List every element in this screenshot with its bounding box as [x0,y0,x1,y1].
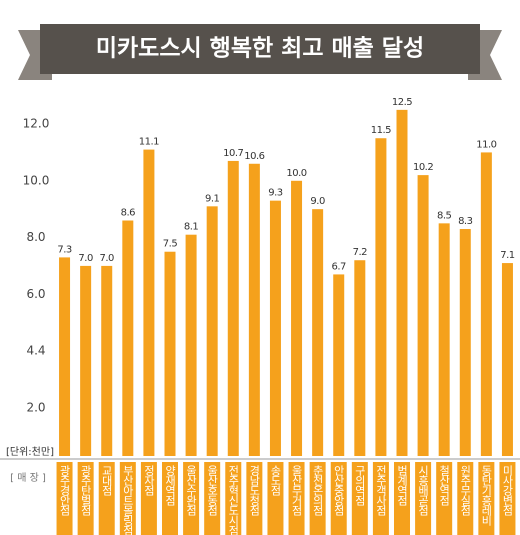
bar [101,265,113,456]
bar [312,209,324,456]
value-label: 10.2 [413,162,433,173]
x-tick-label: 경남도청점 [248,465,261,516]
value-label: 7.0 [78,253,93,264]
value-label: 8.5 [437,210,452,221]
title-banner [40,24,480,74]
category-label-bg [225,462,242,535]
bar [396,109,408,456]
bar [480,152,492,456]
x-tick-label: 원주무실점 [459,465,472,516]
value-label: 10.7 [223,148,243,159]
x-tick-label: 울산무거점 [290,465,303,516]
category-label-bg [309,462,326,535]
category-label-bg [183,462,200,535]
bar [143,149,155,456]
value-label: 6.7 [332,261,347,272]
category-label-bg [457,462,474,535]
bar [269,200,281,456]
category-label-bg [162,462,178,535]
value-label: 12.5 [392,97,412,108]
y-tick-label: 2.0 [26,400,45,414]
bar [185,234,197,456]
category-label-bg [98,462,115,535]
x-tick-label: 범계역점 [396,465,409,506]
x-tick-label: 울산수완점 [185,465,198,516]
category-label-bg [372,462,389,535]
category-label-bg [330,462,347,535]
x-tick-label: 구의역점 [353,465,366,506]
value-label: 11.1 [139,137,159,148]
value-label: 7.1 [500,250,515,261]
bar [459,229,471,456]
bar [227,160,239,456]
x-tick-label: 양재역점 [164,465,177,506]
x-tick-label: 미사강변점 [501,465,514,516]
bar [354,260,366,456]
bar [164,251,176,456]
x-tick-label: 춘천온의점 [311,465,324,516]
category-label-bg [267,462,284,535]
category-label-bg [478,462,495,535]
x-tick-label: 광주탄벌점 [79,465,92,516]
value-label: 8.1 [184,222,199,233]
bar [291,180,303,456]
value-label: 10.0 [286,168,306,179]
category-label-bg [119,462,136,535]
bar [375,138,387,457]
value-label: 8.3 [458,216,473,227]
category-label-bg [394,462,410,535]
value-label: 8.6 [121,208,136,219]
bar [206,206,218,456]
x-tick-label: 부산아트몰링점 [121,465,134,535]
bar [59,257,71,456]
category-label-bg [140,462,157,535]
value-label: 9.1 [205,193,220,204]
category-label-bg [246,462,263,535]
x-tick-label: 전주객사점 [374,465,387,516]
x-tick-label: 송도점 [269,465,282,496]
category-label-bg [436,462,453,535]
bar [438,223,450,456]
chart-title: 미카도스시 행복한 최고 매출 달성 [96,36,424,62]
bar [122,220,134,456]
x-tick-label: 동탄기흥레비 [480,465,493,526]
value-label: 11.5 [371,125,391,136]
bar [417,175,429,456]
value-label: 9.0 [310,196,325,207]
x-tick-label: 울산호동점 [206,465,219,516]
y-tick-label: 6.0 [26,287,45,301]
value-label: 10.6 [244,151,264,162]
category-label-bg [204,462,221,535]
x-tick-label: 시흥배곧점 [417,465,430,516]
bar [501,263,513,456]
x-tick-label: 교대점 [100,465,113,496]
category-label-bg [351,462,368,535]
x-tick-label: 정자점 [142,465,155,496]
category-axis-label: [ 매 장 ] [10,472,46,484]
category-label-bg [77,462,94,535]
category-label-bg [56,462,73,535]
x-tick-label: 안산중앙점 [332,465,345,516]
y-tick-label: 8.0 [26,230,45,244]
value-label: 9.3 [268,188,283,199]
value-label: 11.0 [476,139,496,150]
category-label-bg [288,462,305,535]
y-tick-label: 10.0 [23,173,50,187]
x-tick-label: 광주경안점 [58,465,71,516]
y-tick-label: 4.4 [26,344,45,358]
value-label: 7.3 [57,244,72,255]
bar [333,274,345,456]
value-label: 7.5 [163,239,178,250]
unit-label: [단위:천만] [6,445,54,458]
bar [248,163,260,456]
category-label-bg [499,462,516,535]
value-label: 7.2 [353,247,368,258]
x-tick-label: 전주혁신도시점 [227,465,240,535]
bar [80,265,92,456]
y-tick-label: 12.0 [23,117,50,131]
category-label-bg [415,462,432,535]
x-tick-label: 철산역점 [438,465,451,506]
value-label: 7.0 [100,253,115,264]
